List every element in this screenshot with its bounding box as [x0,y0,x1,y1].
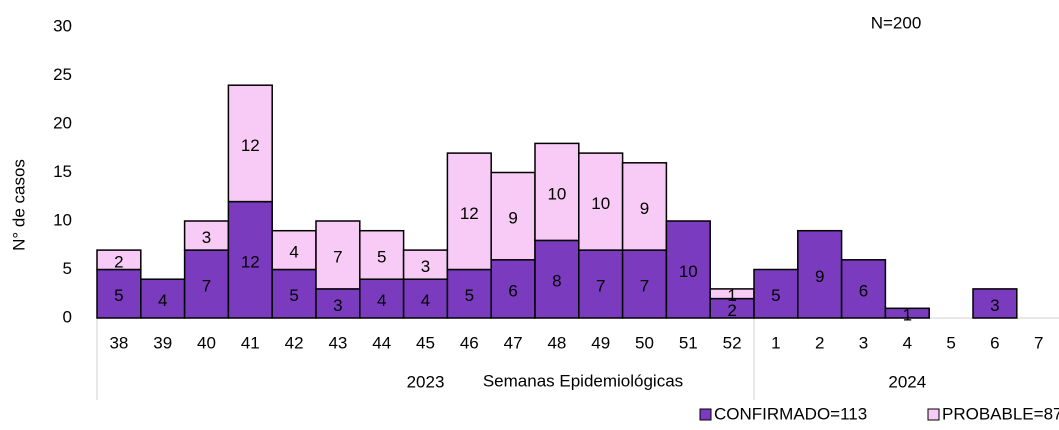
legend-swatch [927,408,940,421]
value-label: 4 [158,291,167,310]
value-label: 5 [771,286,780,305]
bar-segment [183,220,230,251]
group-label: 2023 [407,372,445,391]
bar-segment [621,249,668,319]
value-label: 5 [114,286,123,305]
legend-swatch [699,408,712,421]
value-label: 9 [508,209,517,228]
value-label: 2 [727,301,736,320]
value-label: 7 [640,277,649,296]
x-tick-label: 51 [679,333,698,352]
x-tick-label: 46 [460,333,479,352]
bar-segment [227,84,273,203]
x-tick-label: 42 [285,333,304,352]
value-label: 7 [202,277,211,296]
value-label: 5 [465,286,474,305]
x-tick-label: 39 [153,333,172,352]
x-tick-label: 3 [859,333,868,352]
value-label: 7 [333,247,342,266]
value-label: 1 [903,306,912,325]
bar-segment [884,307,930,319]
value-label: 12 [460,204,479,223]
bar-segment [402,249,449,280]
value-label: 6 [508,281,517,300]
value-label: 3 [202,228,211,247]
bar-segment [972,288,1018,319]
value-label: 10 [591,194,610,213]
value-label: 5 [289,286,298,305]
x-tick-label: 38 [109,333,128,352]
x-tick-label: 4 [903,333,912,352]
x-tick-label: 6 [990,333,999,352]
y-tick-label: 30 [53,16,72,35]
x-tick-label: 47 [504,333,523,352]
bar-segment [96,268,142,319]
x-tick-label: 48 [547,333,566,352]
value-label: 9 [640,199,649,218]
bar-segment [753,268,799,319]
value-label: 3 [333,296,342,315]
value-label: 1 [727,286,736,305]
bar-segment [359,278,405,319]
bar-segment [402,278,449,319]
value-label: 10 [679,262,698,281]
bar-segment [359,229,405,280]
x-tick-label: 52 [723,333,742,352]
value-label: 2 [114,252,123,271]
bar-segment [227,200,273,319]
bar-segment [490,171,536,261]
bar-segment [840,259,887,319]
y-axis-label: N° de casos [9,159,28,251]
x-axis-label: Semanas Epidemiológicas [483,371,683,390]
legend-label: CONFIRMADO=113 [714,404,867,423]
value-label: 12 [241,136,260,155]
legend-label: PROBABLE=87 [942,404,1059,423]
x-tick-label: 1 [771,333,780,352]
x-tick-label: 50 [635,333,654,352]
value-label: 4 [377,291,386,310]
x-tick-label: 49 [591,333,610,352]
bar-segment [271,229,317,271]
bar-segment [315,220,361,290]
value-label: 3 [990,296,999,315]
bar-segment [665,220,711,319]
y-tick-label: 5 [63,259,72,278]
x-tick-label: 41 [241,333,260,352]
x-tick-label: 5 [946,333,955,352]
x-tick-label: 40 [197,333,216,352]
value-label: 4 [289,243,298,262]
y-tick-label: 25 [53,65,72,84]
group-label: 2024 [888,372,926,391]
x-tick-label: 2 [815,333,824,352]
x-tick-label: 7 [1034,333,1043,352]
value-label: 7 [596,277,605,296]
x-tick-label: 44 [372,333,391,352]
value-label: 8 [552,272,561,291]
bar-segment [271,268,317,319]
value-label: 9 [815,267,824,286]
y-tick-label: 0 [63,307,72,326]
value-label: 6 [859,281,868,300]
x-tick-label: 45 [416,333,435,352]
value-label: 4 [421,291,430,310]
y-tick-label: 10 [53,210,72,229]
bar-segment [621,162,668,251]
value-label: 10 [547,184,566,203]
value-label: 5 [377,247,386,266]
annotation: N=200 [871,13,922,32]
x-tick-label: 43 [328,333,347,352]
bar-segment [797,229,843,319]
y-tick-label: 20 [53,113,72,132]
value-label: 12 [241,252,260,271]
bar-segment [96,249,142,271]
value-label: 3 [421,257,430,276]
y-tick-label: 15 [53,162,72,181]
